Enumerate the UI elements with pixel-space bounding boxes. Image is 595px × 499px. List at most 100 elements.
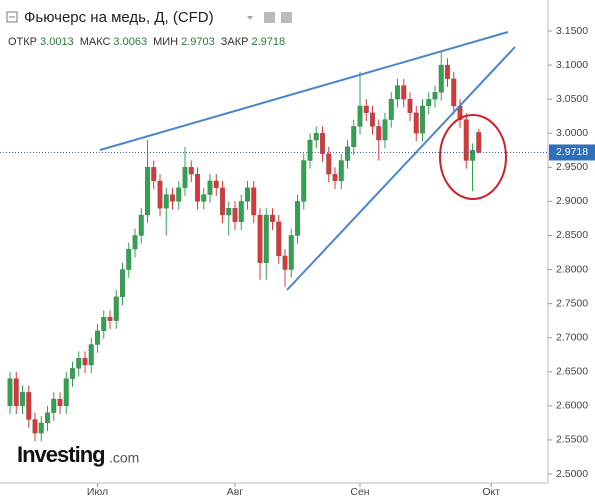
ohlc-header: ОТКР 3.0013 МАКС 3.0063 МИН 2.9703 ЗАКР 2.9718	[8, 36, 285, 48]
camera-icon[interactable]	[264, 12, 275, 23]
settings-icon[interactable]	[281, 12, 292, 23]
candle-body	[345, 146, 350, 161]
x-tick-label: Окт	[482, 486, 500, 498]
candle-body	[282, 255, 288, 270]
y-tick-label: 2.9500	[556, 161, 588, 173]
candle-body	[307, 139, 313, 161]
y-tick-label: 2.5000	[556, 468, 588, 480]
candle-body	[120, 269, 125, 297]
candle-body	[270, 214, 275, 222]
candle-body	[470, 150, 475, 161]
candle-body	[57, 398, 63, 407]
candle-body	[7, 378, 13, 407]
candle-body	[188, 167, 194, 175]
candle-body	[357, 105, 363, 127]
candle-body	[288, 235, 294, 270]
candle-body	[370, 112, 375, 127]
candle-body	[413, 112, 419, 134]
candle-body	[151, 167, 157, 182]
y-tick-label: 2.8500	[556, 229, 588, 241]
ohlc-label: МИН	[153, 36, 178, 48]
ohlc-label: МАКС	[80, 36, 111, 48]
candle-body	[101, 317, 107, 332]
candle-body	[476, 132, 482, 153]
candle-body	[170, 194, 175, 202]
candle-body	[463, 119, 469, 161]
ohlc-value: 2.9703	[181, 36, 215, 48]
candle-body	[420, 105, 425, 134]
candle-body	[401, 85, 407, 100]
y-tick-label: 3.0000	[556, 127, 588, 139]
logo: Investing	[17, 442, 105, 467]
candle-body	[63, 378, 69, 407]
ohlc-label: ОТКР	[8, 36, 37, 48]
candle-body	[388, 99, 394, 120]
candle-body	[20, 392, 25, 407]
y-tick-label: 2.6000	[556, 400, 588, 412]
candle-body	[276, 221, 282, 257]
y-tick-label: 3.1500	[556, 25, 588, 37]
candle-body	[313, 133, 319, 141]
trend-line	[99, 31, 509, 151]
x-tick-label: Авг	[227, 486, 244, 498]
candle-body	[257, 214, 263, 263]
candle-body	[295, 201, 300, 236]
chart-title: Фьючерс на медь, Д, (CFD)	[24, 9, 214, 26]
y-tick-label: 2.5500	[556, 434, 588, 446]
candle-body	[26, 392, 32, 420]
candle-body	[226, 208, 232, 216]
candle-body	[245, 187, 250, 202]
y-tick-label: 3.1000	[556, 59, 588, 71]
candle-body	[207, 180, 213, 195]
ohlc-value: 3.0063	[113, 36, 147, 48]
candle-body	[51, 398, 57, 413]
logo-suffix: .com	[109, 450, 139, 466]
candle-body	[45, 412, 50, 424]
y-tick-label: 2.8000	[556, 263, 588, 275]
candle-body	[326, 153, 332, 175]
candle-body	[145, 167, 150, 216]
candle-body	[445, 64, 450, 79]
candle-body	[95, 330, 100, 345]
highlight-circle	[439, 114, 507, 200]
last-price-tag	[549, 144, 595, 161]
candle-body	[407, 99, 413, 113]
y-tick-label: 2.6500	[556, 366, 588, 378]
candle-body	[126, 248, 132, 270]
y-tick-label: 2.7500	[556, 297, 588, 309]
x-tick-label: Июл	[87, 486, 108, 498]
ohlc-value: 3.0013	[40, 36, 74, 48]
x-tick-label: Сен	[350, 486, 369, 498]
candle-body	[82, 357, 88, 366]
candle-body	[113, 296, 119, 321]
candle-body	[76, 357, 82, 369]
candle-body	[70, 368, 75, 379]
y-tick-label: 2.7000	[556, 331, 588, 343]
candle-body	[176, 187, 182, 202]
candle-body	[195, 173, 200, 202]
candle-body	[138, 214, 144, 236]
candle-body	[363, 105, 369, 113]
y-tick-label: 2.9000	[556, 195, 588, 207]
last-price-label: 2.9718	[556, 146, 588, 158]
candle-body	[220, 187, 225, 216]
dropdown-icon[interactable]	[247, 16, 253, 20]
candle-body	[38, 422, 44, 434]
candle-body	[301, 160, 307, 202]
candle-body	[238, 201, 244, 222]
candle-body	[382, 119, 388, 141]
candle-body	[88, 344, 94, 366]
candle-body	[351, 126, 357, 148]
candle-body	[376, 126, 382, 141]
candle-body	[232, 208, 238, 222]
candle-body	[432, 92, 438, 100]
y-tick-label: 3.0500	[556, 93, 588, 105]
candle-body	[426, 99, 432, 107]
candle-body	[251, 187, 257, 216]
candle-body	[451, 78, 457, 107]
ohlc-label: ЗАКР	[221, 36, 249, 48]
candle-body	[332, 173, 338, 182]
